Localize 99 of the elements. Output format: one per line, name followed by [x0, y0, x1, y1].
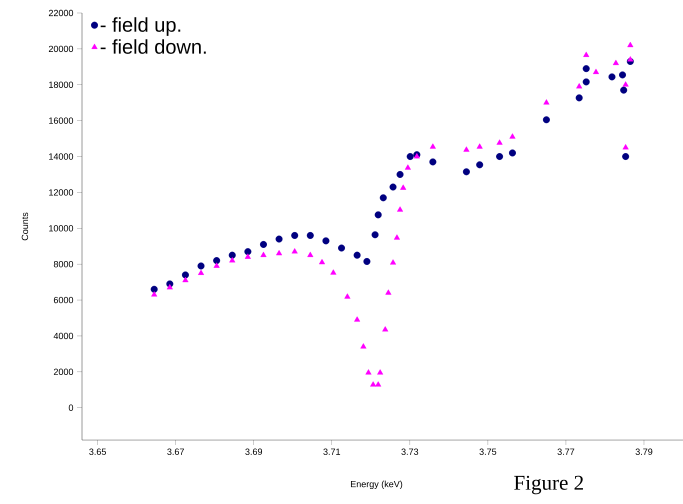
point	[396, 170, 404, 178]
point	[620, 86, 628, 94]
point	[228, 252, 236, 259]
point	[360, 343, 366, 349]
point	[385, 289, 392, 295]
point	[582, 78, 590, 86]
point	[476, 161, 484, 168]
x-tick-label: 3.67	[167, 448, 184, 455]
y-tick-label: 12000	[49, 189, 74, 196]
y-tick-label: 6000	[54, 296, 74, 304]
point	[509, 133, 516, 139]
x-tick-label: 3.69	[245, 448, 262, 455]
point	[390, 184, 397, 191]
point	[244, 248, 252, 256]
point	[260, 252, 267, 258]
point	[462, 168, 470, 176]
point	[372, 231, 379, 238]
point	[182, 271, 189, 278]
point	[166, 284, 173, 290]
y-tick-label: 18000	[49, 82, 74, 88]
point	[508, 149, 516, 156]
point	[330, 269, 336, 275]
point	[627, 56, 634, 62]
point	[306, 232, 314, 239]
point	[213, 257, 220, 264]
x-tick-label: 3.77	[558, 448, 574, 455]
point	[476, 143, 483, 149]
y-tick-label: 0	[68, 404, 74, 411]
y-tick-label: 4000	[54, 332, 74, 340]
point	[229, 257, 236, 262]
point	[612, 60, 619, 66]
point	[338, 244, 346, 252]
point	[622, 81, 629, 87]
point	[430, 143, 436, 149]
point	[576, 94, 583, 102]
point	[276, 250, 282, 256]
point	[400, 184, 406, 190]
point	[276, 236, 283, 243]
point	[151, 291, 158, 297]
x-tick-label: 3.79	[636, 448, 652, 455]
y-axis-title: Counts	[22, 212, 28, 240]
point	[542, 116, 550, 124]
point	[543, 99, 550, 105]
point	[354, 252, 361, 259]
y-tick-label: 14000	[49, 153, 74, 160]
point	[370, 381, 376, 387]
point	[496, 139, 503, 145]
point	[582, 65, 590, 72]
point	[463, 146, 470, 152]
point	[377, 369, 384, 375]
point	[365, 369, 372, 375]
y-tick-label: 22000	[48, 10, 74, 16]
point	[622, 144, 629, 150]
point	[627, 42, 634, 48]
point	[374, 211, 382, 218]
point	[150, 286, 158, 293]
x-tick-label: 3.73	[401, 448, 418, 455]
point	[292, 248, 298, 254]
y-tick-label: 20000	[48, 46, 74, 52]
legend-label: - field down.	[100, 39, 206, 54]
y-tick-label: 2000	[54, 368, 74, 376]
point	[363, 258, 370, 265]
point	[397, 206, 404, 212]
point	[214, 262, 220, 268]
y-tick-label: 16000	[49, 117, 74, 124]
point	[375, 381, 382, 387]
point	[429, 158, 436, 166]
point	[622, 153, 630, 160]
point	[576, 83, 582, 88]
point	[291, 232, 298, 239]
point	[322, 237, 330, 244]
point	[619, 71, 626, 78]
point	[382, 326, 388, 332]
caption: Figure 2	[514, 476, 583, 494]
x-tick-label: 3.71	[323, 448, 340, 455]
point	[583, 52, 590, 58]
point	[608, 73, 616, 80]
y-tick-label: 10000	[49, 225, 74, 232]
x-axis-title: Energy (keV)	[350, 480, 402, 490]
point	[244, 254, 251, 259]
point	[380, 194, 387, 202]
point	[182, 276, 188, 282]
point	[394, 234, 400, 240]
point	[496, 153, 504, 160]
point	[344, 293, 350, 299]
point	[198, 270, 204, 275]
point	[406, 153, 414, 160]
point	[307, 252, 314, 258]
y-tick-label: 8000	[54, 260, 74, 268]
x-tick-label: 3.65	[89, 448, 106, 455]
point	[354, 316, 360, 322]
point	[404, 164, 411, 170]
point	[260, 240, 267, 248]
point	[390, 259, 396, 265]
point	[198, 262, 205, 270]
point	[592, 68, 600, 74]
point	[318, 258, 326, 264]
legend-label: - field up.	[100, 17, 180, 36]
x-tick-label: 3.75	[479, 448, 496, 455]
